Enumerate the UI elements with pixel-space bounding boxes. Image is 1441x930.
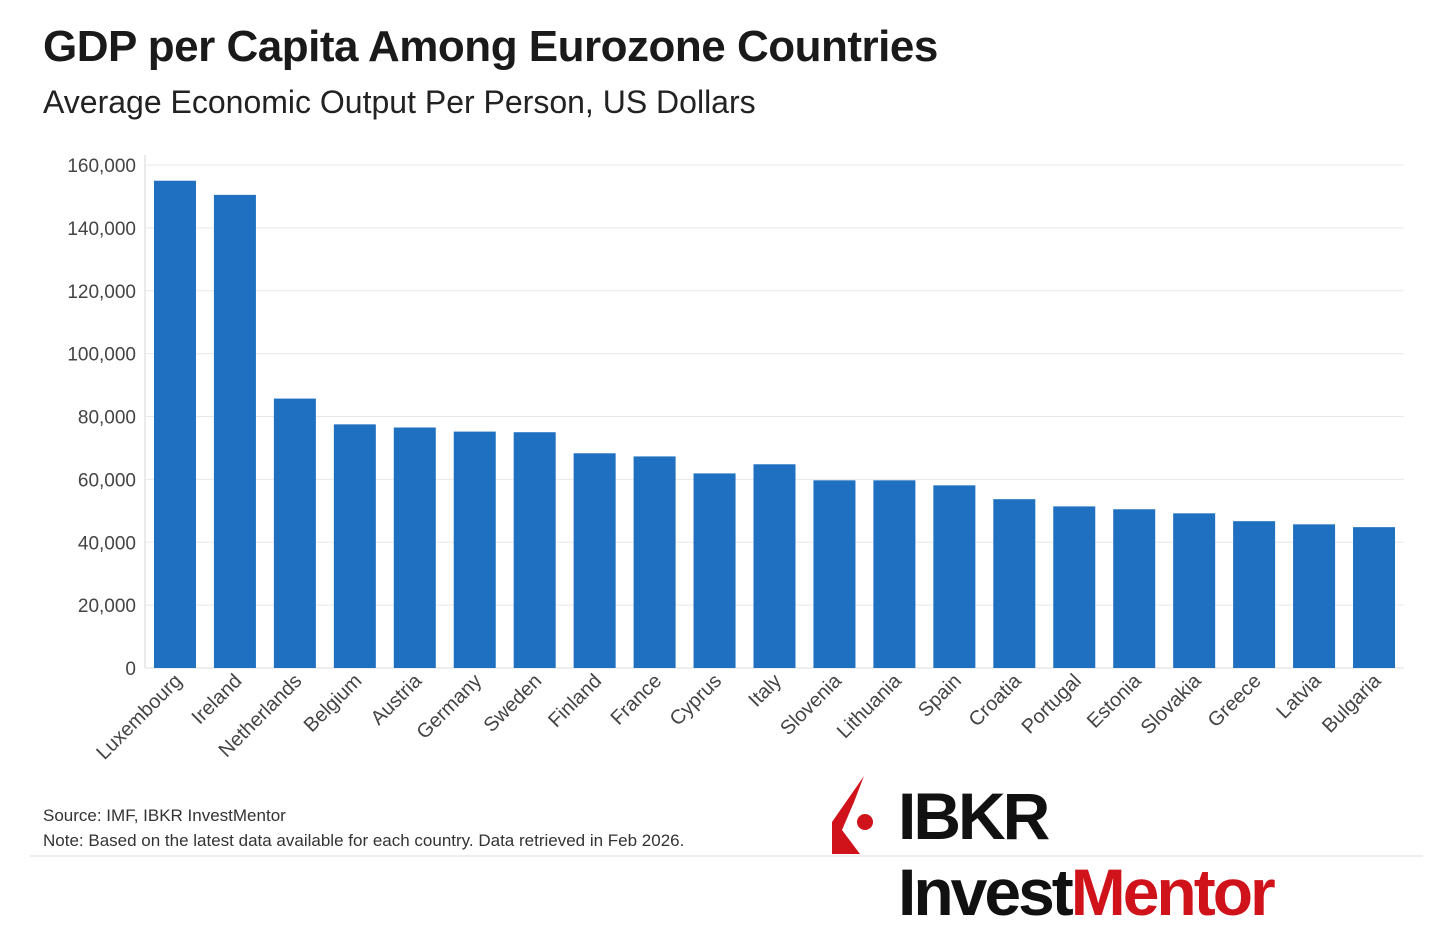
y-tick-label: 160,000 (67, 156, 136, 177)
x-tick-label: Slovakia (1137, 669, 1207, 739)
x-tick-label: Portugal (1018, 670, 1086, 738)
bar-netherlands (273, 398, 316, 668)
x-tick-label: Cyprus (666, 670, 726, 730)
y-tick-label: 60,000 (78, 470, 136, 491)
x-tick-label: Germany (413, 670, 487, 744)
bar-finland (573, 453, 616, 668)
x-tick-label: Ireland (188, 670, 247, 729)
x-tick-label: France (607, 670, 667, 730)
y-tick-label: 0 (125, 659, 136, 680)
bar-luxembourg (153, 180, 196, 668)
x-tick-label: Lithuania (833, 669, 907, 743)
bar-sweden (513, 432, 556, 668)
bar-greece (1233, 521, 1276, 668)
y-tick-label: 20,000 (78, 596, 136, 617)
bar-spain (933, 485, 976, 668)
bar-latvia (1293, 524, 1336, 668)
x-tick-label: Luxembourg (92, 670, 186, 764)
bar-ireland (213, 194, 256, 668)
bar-germany (453, 431, 496, 668)
bar-portugal (1053, 506, 1096, 668)
y-tick-label: 140,000 (67, 219, 136, 240)
chart-title: GDP per Capita Among Eurozone Countries (43, 22, 938, 71)
bar-italy (753, 464, 796, 668)
y-tick-label: 100,000 (67, 345, 136, 366)
bar-croatia (993, 499, 1036, 668)
x-tick-label: Bulgaria (1318, 669, 1386, 737)
bottom-divider (30, 855, 1423, 857)
logo-text-mentor: Mentor (1070, 855, 1276, 929)
bar-bulgaria (1353, 527, 1396, 668)
bar-slovenia (813, 480, 856, 668)
bar-lithuania (873, 480, 916, 668)
ibkr-logo-icon (832, 776, 873, 854)
y-tick-label: 80,000 (78, 408, 136, 429)
y-tick-label: 40,000 (78, 533, 136, 554)
bar-estonia (1113, 509, 1156, 668)
logo-text-invest: IBKR Invest (898, 779, 1074, 929)
bar-slovakia (1173, 513, 1216, 668)
x-tick-label: Finland (544, 670, 606, 732)
x-tick-label: Italy (745, 670, 786, 711)
bar-chart: 0 20,000 40,000 60,000 80,000 100,000 120,000 1… (67, 155, 1404, 764)
bar-belgium (333, 424, 376, 668)
x-tick-label: Spain (914, 670, 966, 722)
ibkr-investmentor-logo: IBKR InvestMentor (828, 774, 1418, 929)
chart-subtitle: Average Economic Output Per Person, US D… (43, 84, 756, 120)
data-note: Note: Based on the latest data available… (43, 831, 685, 850)
bar-france (633, 456, 676, 668)
x-tick-label: Greece (1204, 670, 1266, 732)
y-tick-label: 120,000 (67, 282, 136, 303)
x-tick-label: Latvia (1272, 669, 1326, 723)
x-tick-label: Belgium (300, 670, 367, 737)
bar-cyprus (693, 473, 736, 668)
source-note: Source: IMF, IBKR InvestMentor (43, 806, 286, 825)
x-tick-label: Austria (367, 669, 427, 729)
bar-austria (393, 427, 436, 668)
x-tick-label: Sweden (480, 670, 547, 737)
